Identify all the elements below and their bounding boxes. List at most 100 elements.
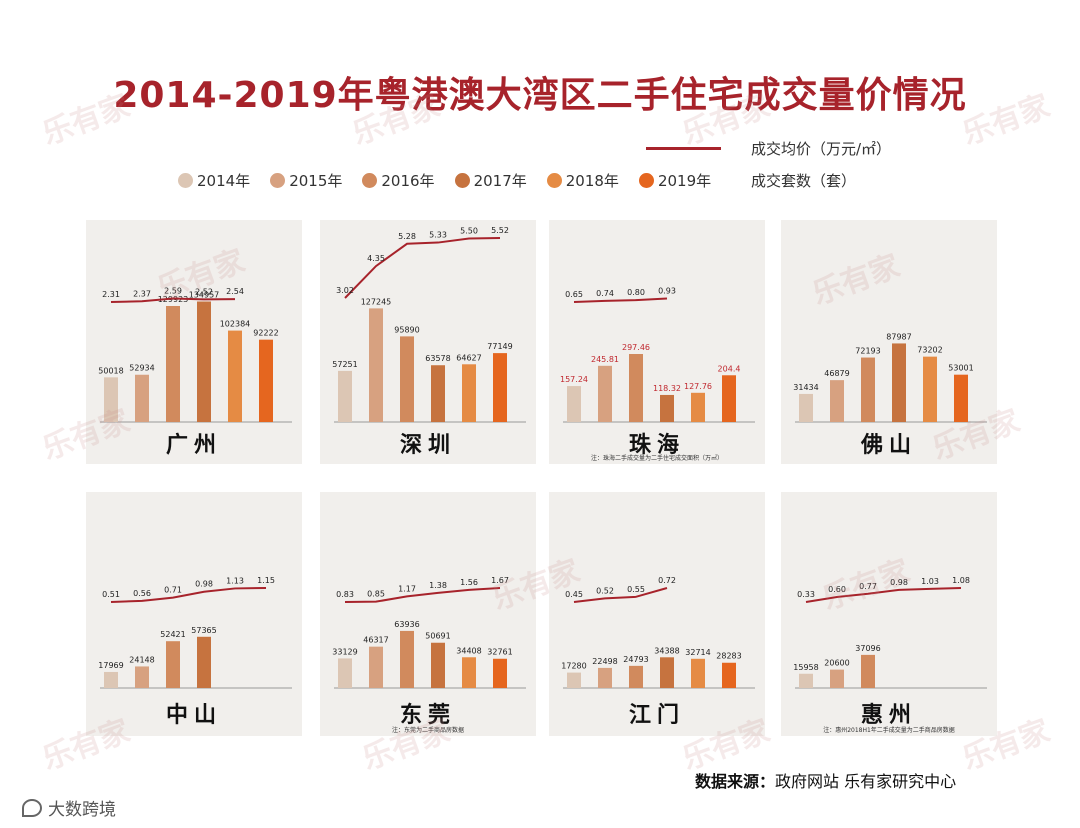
bar-1	[830, 380, 844, 422]
price-label-1: 0.56	[133, 589, 151, 598]
price-label-2: 1.17	[398, 584, 416, 593]
price-label-3: 5.33	[429, 231, 447, 240]
price-line	[344, 587, 501, 603]
city-name: 中山	[165, 703, 222, 728]
bar-0	[338, 658, 352, 688]
bar-label-0: 17969	[98, 661, 123, 670]
bar-2	[629, 665, 643, 688]
bar-5	[493, 353, 507, 422]
city-name: 江门	[628, 703, 685, 728]
bar-5	[493, 658, 507, 688]
bar-2	[861, 654, 875, 688]
bar-3	[892, 343, 906, 422]
price-label-2: 2.59	[164, 287, 182, 296]
price-label-1: 0.60	[828, 585, 846, 594]
price-label-2: 0.55	[627, 585, 645, 594]
bar-label-3: 57365	[191, 626, 216, 635]
price-label-0: 0.45	[565, 590, 583, 599]
bar-label-1: 127245	[361, 297, 392, 306]
panel-chart: 17969 24148 52421 57365 0.51 0.56 0.71 0.98 1.13…	[98, 576, 292, 689]
panel-note: 注：惠州2018H1年二手成交量为二手商品房数据	[823, 727, 955, 734]
legend-year-2: 2016年	[362, 170, 435, 191]
bar-label-3: 134957	[189, 291, 220, 300]
city-name: 珠海	[628, 433, 685, 458]
price-label-3: 1.38	[429, 581, 447, 590]
price-line	[573, 297, 668, 303]
bar-label-2: 95890	[394, 325, 419, 334]
price-label-2: 0.80	[627, 288, 645, 297]
legend-year-0: 2014年	[178, 170, 250, 191]
price-line	[573, 587, 668, 603]
bar-2	[861, 357, 875, 422]
price-label-2: 5.28	[398, 232, 416, 241]
legend-year-label: 2016年	[381, 172, 435, 190]
price-label-1: 2.37	[133, 289, 151, 298]
city-name: 深圳	[399, 433, 456, 458]
price-label-5: 1.08	[952, 576, 970, 585]
bar-label-3: 50691	[425, 632, 450, 641]
bar-label-2: 24793	[623, 655, 648, 664]
legend-count-label: 成交套数（套）	[751, 172, 857, 190]
legend-year-1: 2015年	[270, 170, 342, 191]
bar-4	[462, 657, 476, 688]
legend-swatch-4	[546, 173, 562, 188]
legend-year-label: 2014年	[197, 172, 251, 190]
bar-label-0: 50018	[98, 366, 123, 375]
brand-logo-icon	[22, 798, 42, 817]
price-label-5: 5.52	[491, 226, 509, 235]
source-text: 政府网站 乐有家研究中心	[775, 772, 957, 791]
panel-note: 注：珠海二手成交量为二手住宅成交面积（万㎡）	[590, 455, 723, 462]
legend-swatch-1	[270, 173, 286, 188]
price-label-4: 1.56	[460, 578, 478, 587]
bar-label-0: 15958	[793, 663, 818, 672]
price-label-3: 0.72	[658, 576, 676, 585]
panel-3: 31434 46879 72193 87987 73202 53001 佛山	[781, 220, 997, 464]
brand-name: 大数跨境	[48, 800, 116, 820]
legend-year-label: 2017年	[473, 172, 527, 190]
bar-3	[660, 657, 674, 688]
panel-chart: 15958 20600 37096 0.33 0.60 0.77 0.98 1.03 1.08	[793, 576, 987, 689]
price-label-3: 0.93	[658, 287, 676, 296]
data-source: 数据来源：政府网站 乐有家研究中心	[695, 768, 956, 792]
price-line	[110, 587, 267, 603]
bar-label-1: 20600	[824, 659, 849, 668]
bar-label-3: 63578	[425, 354, 450, 363]
price-label-2: 0.71	[164, 586, 182, 595]
bar-5	[259, 339, 273, 422]
panel-7: 15958 20600 37096 0.33 0.60 0.77 0.98 1.03 1.08 惠…	[781, 492, 997, 736]
bar-1	[135, 374, 149, 422]
price-label-4: 1.13	[226, 576, 244, 585]
price-line	[110, 297, 236, 303]
price-label-5: 1.67	[491, 576, 509, 585]
legend-swatch-5	[638, 173, 654, 188]
bar-label-5: 204.4	[718, 364, 741, 373]
bar-label-4: 34408	[456, 646, 481, 655]
panel-1: 57251 127245 95890 63578 64627 77149 3.02 4.35 5…	[320, 220, 536, 464]
legend-year-4: 2018年	[546, 170, 619, 191]
bar-label-4: 127.76	[684, 382, 712, 391]
panel-6: 17280 22498 24793 34388 32714 28283 0.45 0.52 0.…	[549, 492, 765, 736]
price-label-1: 4.35	[367, 254, 385, 263]
panel-note: 注：东莞为二手商品房数据	[391, 727, 464, 734]
panel-2: 157.24 245.81 297.46 118.32 127.76 204.4 0.65 0…	[549, 220, 765, 464]
bar-label-2: 52421	[160, 630, 185, 639]
price-label-2: 0.77	[859, 582, 877, 591]
bar-2	[166, 305, 180, 422]
bar-3	[431, 365, 445, 422]
price-label-1: 0.74	[596, 289, 614, 298]
bar-2	[629, 354, 643, 422]
bar-0	[799, 673, 813, 688]
legend-year-label: 2015年	[289, 172, 343, 190]
city-name: 广州	[165, 433, 222, 458]
bar-label-0: 17280	[561, 662, 586, 671]
price-line	[344, 237, 501, 299]
bar-label-5: 92222	[253, 329, 278, 338]
legend-price-line: 成交均价（万元/㎡）	[646, 138, 891, 159]
city-name: 佛山	[860, 433, 917, 458]
bar-4	[691, 392, 705, 422]
bar-0	[799, 393, 813, 422]
price-label-3: 2.52	[195, 287, 213, 296]
legend-swatch-0	[178, 173, 193, 188]
